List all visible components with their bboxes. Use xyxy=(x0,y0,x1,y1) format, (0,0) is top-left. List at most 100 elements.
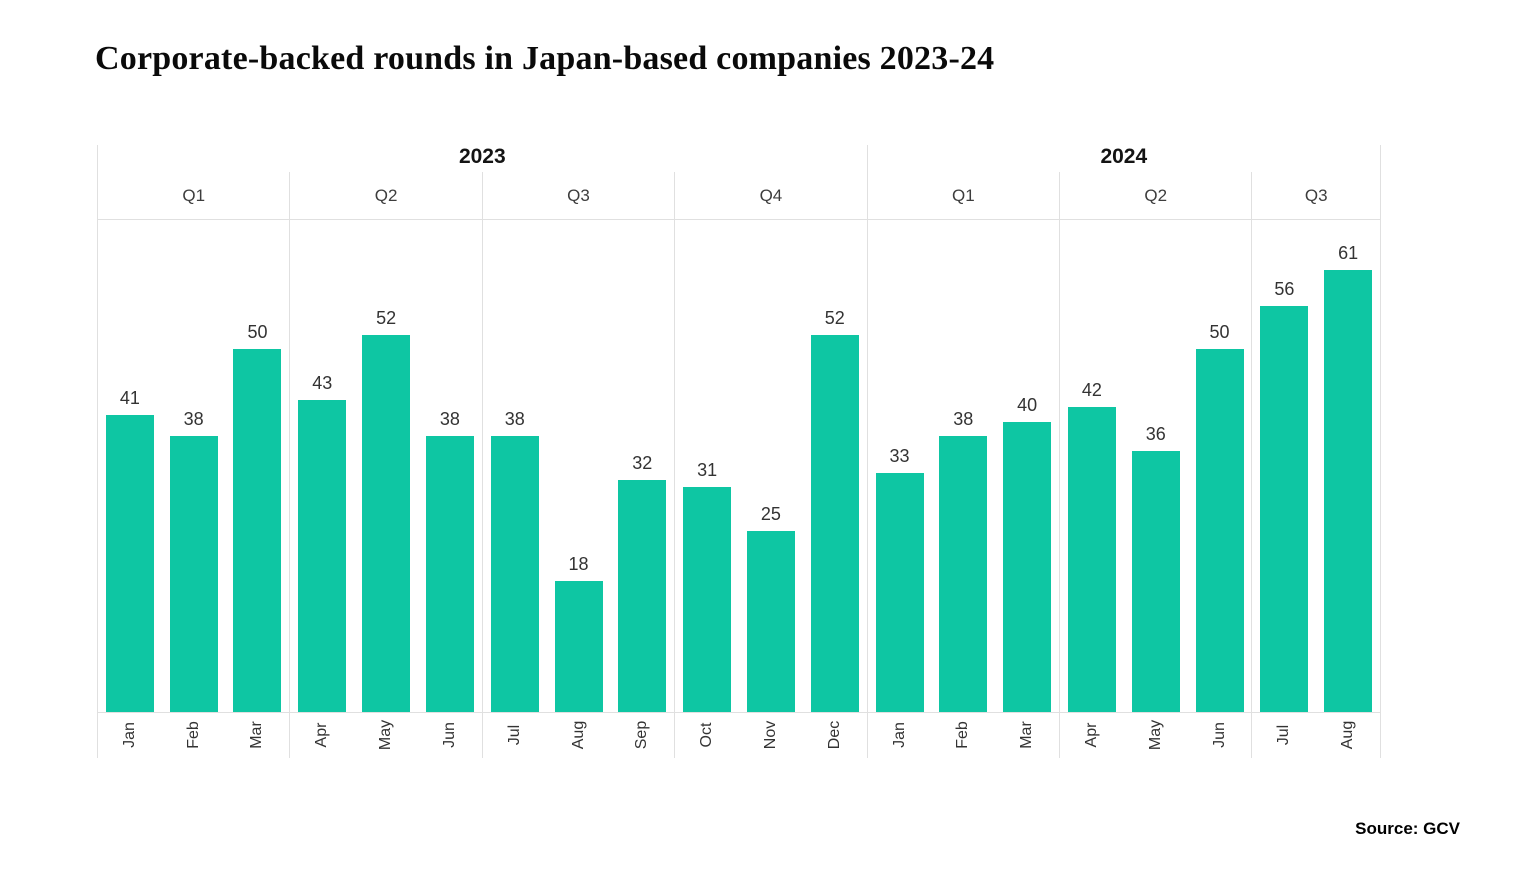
quarter-label-2024-q2: Q2 xyxy=(1059,172,1251,219)
quarter-label-2023-q4: Q4 xyxy=(674,172,866,219)
bar-value-label: 38 xyxy=(504,409,525,429)
month-cell-may-2023: May xyxy=(354,713,418,758)
bar-jan-2023 xyxy=(105,415,154,712)
quarter-label-2023-q3: Q3 xyxy=(481,172,674,219)
bar-apr-2023 xyxy=(298,400,347,712)
quarter-label-2023-q2: Q2 xyxy=(289,172,481,219)
bar-value-label: 31 xyxy=(697,460,718,480)
bar-value-label: 50 xyxy=(247,322,268,342)
bar-value-label: 42 xyxy=(1081,380,1102,400)
month-label: Feb xyxy=(954,720,972,749)
bar-value-label: 38 xyxy=(183,409,204,429)
month-label: Mar xyxy=(1018,720,1036,749)
month-cell-may-2024: May xyxy=(1124,713,1188,758)
bar-jul-2023 xyxy=(490,436,539,712)
month-label: Jun xyxy=(440,721,458,748)
bar-slot-jun-2023: 38 xyxy=(418,220,482,712)
month-label: Mar xyxy=(248,720,266,749)
bar-slot-jan-2024: 33 xyxy=(868,220,932,712)
month-label: Apr xyxy=(313,722,331,748)
bar-slot-apr-2024: 42 xyxy=(1060,220,1124,712)
quarter-label-2024-q1: Q1 xyxy=(866,172,1059,219)
quarter-group-2024-q2: 42 36 50 xyxy=(1059,220,1251,712)
bar-value-label: 18 xyxy=(568,554,589,574)
bar-slot-feb-2024: 38 xyxy=(931,220,995,712)
quarter-group-2023-q2: 43 52 38 xyxy=(289,220,481,712)
month-group-2024-q1: Jan Feb Mar xyxy=(866,713,1059,758)
month-cell-aug-2024: Aug xyxy=(1316,713,1380,758)
month-group-2024-q3: Jul Aug xyxy=(1251,713,1380,758)
bar-slot-feb-2023: 38 xyxy=(162,220,226,712)
month-cell-jul-2023: Jul xyxy=(483,713,547,758)
month-cell-mar-2024: Mar xyxy=(995,713,1059,758)
bar-mar-2024 xyxy=(1003,422,1052,712)
month-label: May xyxy=(1146,719,1164,750)
bar-dec-2023 xyxy=(810,335,859,712)
quarter-label-2024-q3: Q3 xyxy=(1251,172,1380,219)
month-label: Jul xyxy=(505,724,523,745)
bar-value-label: 33 xyxy=(889,446,910,466)
bar-slot-nov-2023: 25 xyxy=(739,220,803,712)
year-label-2024: 2024 xyxy=(866,145,1380,172)
month-label: Jan xyxy=(120,721,138,748)
bar-value-label: 52 xyxy=(376,308,397,328)
bar-jul-2024 xyxy=(1260,306,1309,712)
bar-value-label: 25 xyxy=(760,504,781,524)
bar-apr-2024 xyxy=(1067,407,1116,712)
bar-aug-2024 xyxy=(1324,270,1373,712)
month-label: Jan xyxy=(890,721,908,748)
bar-sep-2023 xyxy=(618,480,667,712)
bar-may-2023 xyxy=(362,335,411,712)
bar-value-label: 56 xyxy=(1274,279,1295,299)
bar-nov-2023 xyxy=(746,531,795,712)
bar-aug-2023 xyxy=(554,581,603,712)
year-header-row: 2023 2024 xyxy=(98,145,1380,172)
month-group-2023-q1: Jan Feb Mar xyxy=(98,713,289,758)
quarter-group-2023-q1: 41 38 50 xyxy=(98,220,289,712)
month-cell-jun-2024: Jun xyxy=(1188,713,1252,758)
month-cell-dec-2023: Dec xyxy=(803,713,867,758)
month-group-2023-q2: Apr May Jun xyxy=(289,713,481,758)
month-label: Nov xyxy=(761,720,779,749)
month-cell-apr-2023: Apr xyxy=(290,713,354,758)
month-axis-row: Jan Feb Mar Apr May Jun Jul Aug Sep Oct Nov Dec Jan F… xyxy=(98,713,1380,758)
year-label-2023: 2023 xyxy=(458,145,506,168)
bar-slot-sep-2023: 32 xyxy=(610,220,674,712)
quarter-group-2024-q3: 56 61 xyxy=(1251,220,1380,712)
bar-slot-jul-2023: 38 xyxy=(483,220,547,712)
month-label: Aug xyxy=(569,720,587,749)
quarter-group-2023-q3: 38 18 32 xyxy=(481,220,674,712)
bar-feb-2023 xyxy=(169,436,218,712)
month-label: Sep xyxy=(633,720,651,749)
bar-jun-2023 xyxy=(425,436,474,712)
bar-slot-mar-2024: 40 xyxy=(995,220,1059,712)
bar-value-label: 61 xyxy=(1338,243,1359,263)
bar-chart: 2023 2024 Q1 Q2 Q3 Q4 Q1 Q2 Q3 41 38 50 43 52 38 38 18… xyxy=(97,145,1381,758)
bar-slot-apr-2023: 43 xyxy=(290,220,354,712)
month-label: Aug xyxy=(1339,720,1357,749)
month-cell-nov-2023: Nov xyxy=(739,713,803,758)
bar-slot-may-2023: 52 xyxy=(354,220,418,712)
bar-slot-dec-2023: 52 xyxy=(803,220,867,712)
bar-mar-2023 xyxy=(233,349,282,712)
month-label: May xyxy=(377,719,395,750)
bar-slot-may-2024: 36 xyxy=(1124,220,1188,712)
month-cell-apr-2024: Apr xyxy=(1060,713,1124,758)
month-label: Jun xyxy=(1210,721,1228,748)
bar-may-2024 xyxy=(1131,451,1180,712)
month-label: Oct xyxy=(698,722,716,748)
bar-slot-jun-2024: 50 xyxy=(1188,220,1252,712)
month-group-2024-q2: Apr May Jun xyxy=(1059,713,1251,758)
bar-value-label: 38 xyxy=(439,409,460,429)
quarter-group-2023-q4: 31 25 52 xyxy=(674,220,866,712)
month-cell-sep-2023: Sep xyxy=(610,713,674,758)
chart-title: Corporate-backed rounds in Japan-based c… xyxy=(95,40,995,77)
month-label: Jul xyxy=(1275,724,1293,745)
bar-slot-jul-2024: 56 xyxy=(1252,220,1316,712)
month-cell-jun-2023: Jun xyxy=(418,713,482,758)
bar-value-label: 41 xyxy=(119,388,140,408)
month-cell-oct-2023: Oct xyxy=(675,713,739,758)
month-cell-feb-2023: Feb xyxy=(162,713,226,758)
quarter-label-2023-q1: Q1 xyxy=(182,185,206,205)
